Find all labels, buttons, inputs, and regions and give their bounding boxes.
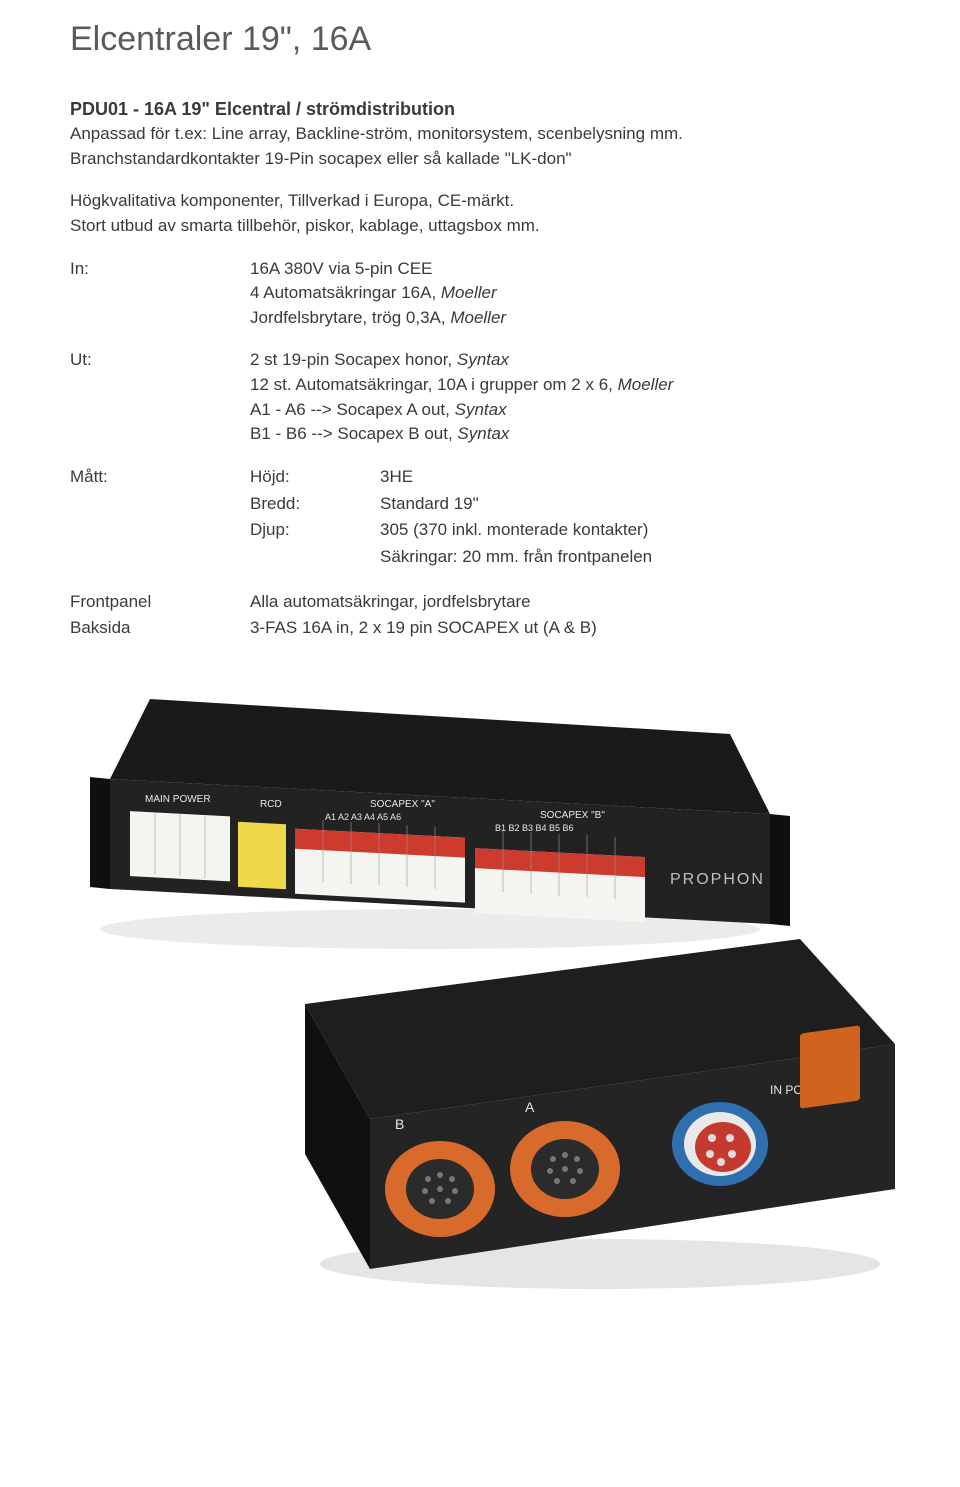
matt-bredd-label: Bredd: [250, 492, 380, 519]
spec-label-matt: Mått: [70, 465, 250, 590]
front-label-socapex-a: SOCAPEX "A" [370, 799, 435, 810]
front-label-a-channels: A1 A2 A3 A4 A5 A6 [325, 812, 401, 822]
intro-paragraph-1: Anpassad för t.ex: Line array, Backline-… [70, 122, 890, 171]
front-label-main: MAIN POWER [145, 794, 211, 805]
breaker-rcd [238, 822, 286, 890]
intro-line-3: Högkvalitativa komponenter, Tillverkad i… [70, 191, 514, 210]
product-subtitle: PDU01 - 16A 19" Elcentral / strömdistrib… [70, 99, 890, 120]
spec-row-ut: Ut: 2 st 19-pin Socapex honor, Syntax 12… [70, 348, 890, 465]
matt-sakringar-val: Säkringar: 20 mm. från frontpanelen [380, 545, 652, 572]
spec-row-in: In: 16A 380V via 5-pin CEE 4 Automatsäkr… [70, 257, 890, 349]
front-brand: PROPHON [670, 871, 765, 888]
matt-hojd-val: 3HE [380, 465, 652, 492]
socapex-b-connector [385, 1141, 495, 1237]
in-line-2b: Moeller [441, 283, 497, 302]
ut-line-4a: B1 - B6 --> Socapex B out, [250, 424, 457, 443]
breaker-block-b [475, 848, 645, 922]
front-label-socapex-b: SOCAPEX "B" [540, 810, 605, 821]
intro-line-2: Branchstandardkontakter 19-Pin socapex e… [70, 149, 572, 168]
back-warning-plate [800, 1025, 860, 1108]
ut-line-1a: 2 st 19-pin Socapex honor, [250, 350, 457, 369]
spec-label-front: Frontpanel [70, 590, 250, 617]
matt-djup-label: Djup: [250, 518, 380, 545]
intro-line-1: Anpassad för t.ex: Line array, Backline-… [70, 124, 683, 143]
matt-bredd-val: Standard 19" [380, 492, 652, 519]
front-label-b-channels: B1 B2 B3 B4 B5 B6 [495, 823, 574, 833]
page-title: Elcentraler 19", 16A [70, 20, 890, 59]
intro-line-4: Stort utbud av smarta tillbehör, piskor,… [70, 216, 540, 235]
back-label-a: A [525, 1099, 535, 1115]
socapex-a-connector [510, 1121, 620, 1217]
spec-value-front: Alla automatsäkringar, jordfelsbrytare [250, 590, 890, 617]
intro-paragraph-2: Högkvalitativa komponenter, Tillverkad i… [70, 189, 890, 238]
breaker-block-a [295, 829, 465, 903]
ut-line-4b: Syntax [457, 424, 509, 443]
ut-line-2a: 12 st. Automatsäkringar, 10A i grupper o… [250, 375, 618, 394]
spec-row-bak: Baksida 3-FAS 16A in, 2 x 19 pin SOCAPEX… [70, 616, 890, 659]
spec-row-matt: Mått: Höjd: 3HE Bredd: Standard 19" Djup… [70, 465, 890, 590]
spec-value-bak: 3-FAS 16A in, 2 x 19 pin SOCAPEX ut (A &… [250, 616, 890, 659]
back-label-b: B [395, 1116, 404, 1132]
spec-label-in: In: [70, 257, 250, 349]
spec-value-ut: 2 st 19-pin Socapex honor, Syntax 12 st.… [250, 348, 890, 465]
ut-line-3b: Syntax [455, 400, 507, 419]
product-image-front: MAIN POWER RCD SOCAPEX "A" A1 A2 A3 A4 A… [70, 684, 790, 964]
front-label-rcd: RCD [260, 799, 282, 810]
spec-row-front: Frontpanel Alla automatsäkringar, jordfe… [70, 590, 890, 617]
ut-line-2b: Moeller [618, 375, 674, 394]
ut-line-3a: A1 - A6 --> Socapex A out, [250, 400, 455, 419]
product-images: MAIN POWER RCD SOCAPEX "A" A1 A2 A3 A4 A… [70, 684, 890, 1314]
spec-value-in: 16A 380V via 5-pin CEE 4 Automatsäkringa… [250, 257, 890, 349]
matt-hojd-label: Höjd: [250, 465, 380, 492]
in-line-3b: Moeller [450, 308, 506, 327]
in-line-1: 16A 380V via 5-pin CEE [250, 259, 432, 278]
spec-label-ut: Ut: [70, 348, 250, 465]
spec-table: In: 16A 380V via 5-pin CEE 4 Automatsäkr… [70, 257, 890, 659]
cee-in-connector [672, 1102, 768, 1186]
matt-djup-val: 305 (370 inkl. monterade kontakter) [380, 518, 652, 545]
ut-line-1b: Syntax [457, 350, 509, 369]
spec-label-bak: Baksida [70, 616, 250, 659]
product-image-back: B A IN POWER [290, 924, 910, 1304]
in-line-2a: 4 Automatsäkringar 16A, [250, 283, 441, 302]
spec-value-matt: Höjd: 3HE Bredd: Standard 19" Djup: 305 … [250, 465, 890, 590]
in-line-3a: Jordfelsbrytare, trög 0,3A, [250, 308, 450, 327]
matt-empty [250, 545, 380, 572]
